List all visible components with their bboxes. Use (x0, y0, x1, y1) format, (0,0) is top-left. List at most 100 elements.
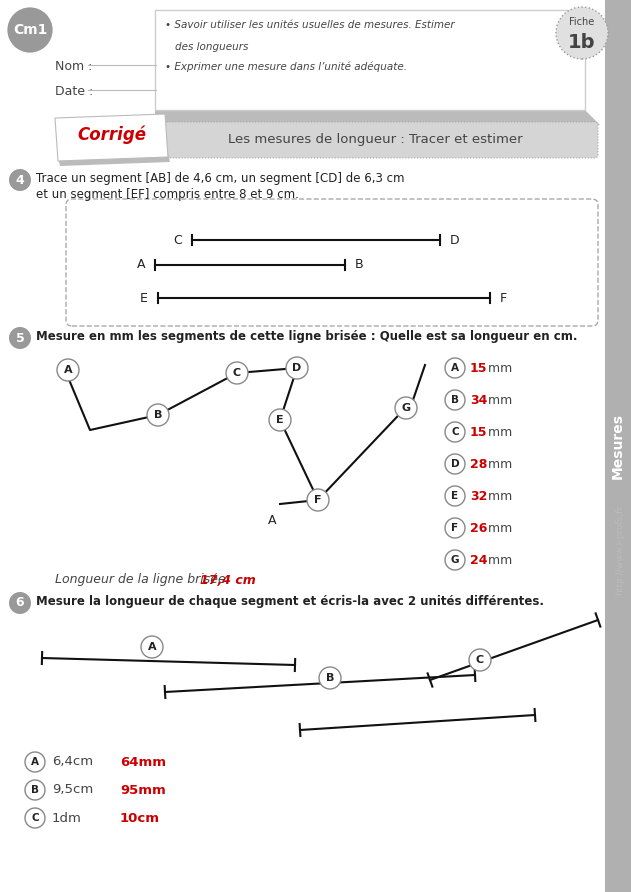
Text: et un segment [EF] compris entre 8 et 9 cm.: et un segment [EF] compris entre 8 et 9 … (36, 188, 299, 201)
Text: Longueur de la ligne brisée:: Longueur de la ligne brisée: (55, 574, 234, 587)
Circle shape (226, 362, 248, 384)
Text: F: F (451, 523, 459, 533)
Text: 17,4 cm: 17,4 cm (200, 574, 256, 587)
Text: Fiche: Fiche (569, 17, 594, 27)
Circle shape (445, 358, 465, 378)
Text: G: G (451, 555, 459, 565)
FancyBboxPatch shape (152, 122, 598, 158)
Text: mm: mm (484, 522, 512, 534)
Text: mm: mm (484, 393, 512, 407)
Circle shape (445, 422, 465, 442)
Circle shape (445, 550, 465, 570)
Text: Trace un segment [AB] de 4,6 cm, un segment [CD] de 6,3 cm: Trace un segment [AB] de 4,6 cm, un segm… (36, 172, 404, 185)
Circle shape (269, 409, 291, 431)
Text: 28: 28 (470, 458, 487, 470)
Text: mm: mm (484, 425, 512, 439)
Text: 6,4cm: 6,4cm (52, 756, 93, 769)
Text: C: C (174, 234, 182, 246)
Circle shape (25, 780, 45, 800)
Text: 6: 6 (16, 597, 25, 609)
Circle shape (445, 390, 465, 410)
Polygon shape (55, 114, 168, 161)
Text: A: A (64, 365, 73, 375)
Circle shape (25, 808, 45, 828)
Text: E: E (140, 292, 148, 304)
Text: 1dm: 1dm (52, 812, 82, 824)
Text: 10cm: 10cm (120, 812, 160, 824)
Text: mm: mm (484, 361, 512, 375)
Circle shape (6, 6, 54, 54)
Text: C: C (233, 368, 241, 378)
Circle shape (9, 169, 31, 191)
Text: http://www.i-profs.fr: http://www.i-profs.fr (615, 505, 625, 595)
Circle shape (556, 7, 608, 59)
Text: 32: 32 (470, 490, 487, 502)
Circle shape (445, 518, 465, 538)
Text: D: D (292, 363, 302, 373)
Circle shape (445, 454, 465, 474)
Text: B: B (326, 673, 334, 683)
Polygon shape (155, 110, 600, 125)
Text: Les mesures de longueur : Tracer et estimer: Les mesures de longueur : Tracer et esti… (228, 134, 522, 146)
Text: • Exprimer une mesure dans l’unité adéquate.: • Exprimer une mesure dans l’unité adéqu… (165, 62, 407, 72)
Text: 15: 15 (470, 361, 488, 375)
Text: Mesure en mm les segments de cette ligne brisée : Quelle est sa longueur en cm.: Mesure en mm les segments de cette ligne… (36, 330, 577, 343)
Circle shape (147, 404, 169, 426)
Text: Cm1: Cm1 (13, 23, 47, 37)
Text: A: A (268, 514, 276, 527)
Text: A: A (31, 757, 39, 767)
Circle shape (307, 489, 329, 511)
Circle shape (469, 649, 491, 671)
Text: F: F (500, 292, 507, 304)
Text: 64mm: 64mm (120, 756, 166, 769)
Circle shape (25, 752, 45, 772)
Text: B: B (451, 395, 459, 405)
Polygon shape (58, 153, 170, 166)
Text: mm: mm (484, 458, 512, 470)
Text: Nom :: Nom : (55, 60, 92, 73)
Circle shape (141, 636, 163, 658)
Text: C: C (31, 813, 39, 823)
Text: A: A (451, 363, 459, 373)
Text: C: C (451, 427, 459, 437)
Text: B: B (355, 259, 363, 271)
Text: A: A (136, 259, 145, 271)
Circle shape (57, 359, 79, 381)
Text: des longueurs: des longueurs (175, 42, 249, 52)
Text: 26: 26 (470, 522, 487, 534)
Text: mm: mm (484, 554, 512, 566)
Text: E: E (451, 491, 459, 501)
Text: 15: 15 (470, 425, 488, 439)
Text: C: C (476, 655, 484, 665)
Text: 24: 24 (470, 554, 488, 566)
FancyBboxPatch shape (155, 10, 585, 110)
Text: E: E (276, 415, 284, 425)
Circle shape (9, 592, 31, 614)
Text: A: A (148, 642, 156, 652)
Text: Mesure la longueur de chaque segment et écris-la avec 2 unités différentes.: Mesure la longueur de chaque segment et … (36, 595, 544, 608)
Text: D: D (450, 234, 459, 246)
Text: Mesures: Mesures (611, 413, 625, 479)
Circle shape (286, 357, 308, 379)
Text: 5: 5 (16, 332, 25, 344)
Text: G: G (401, 403, 411, 413)
Text: D: D (451, 459, 459, 469)
Text: mm: mm (484, 490, 512, 502)
Text: 95mm: 95mm (120, 783, 166, 797)
Circle shape (395, 397, 417, 419)
Circle shape (445, 486, 465, 506)
Text: Date :: Date : (55, 85, 93, 98)
Text: B: B (154, 410, 162, 420)
Circle shape (9, 327, 31, 349)
Text: B: B (31, 785, 39, 795)
Text: 4: 4 (16, 174, 25, 186)
Circle shape (319, 667, 341, 689)
Polygon shape (605, 0, 631, 892)
Text: 34: 34 (470, 393, 487, 407)
Text: F: F (314, 495, 322, 505)
Text: • Savoir utiliser les unités usuelles de mesures. Estimer: • Savoir utiliser les unités usuelles de… (165, 20, 454, 30)
Text: 9,5cm: 9,5cm (52, 783, 93, 797)
FancyBboxPatch shape (66, 199, 598, 326)
Text: Corrigé: Corrigé (78, 126, 146, 145)
Text: 1b: 1b (569, 32, 596, 52)
